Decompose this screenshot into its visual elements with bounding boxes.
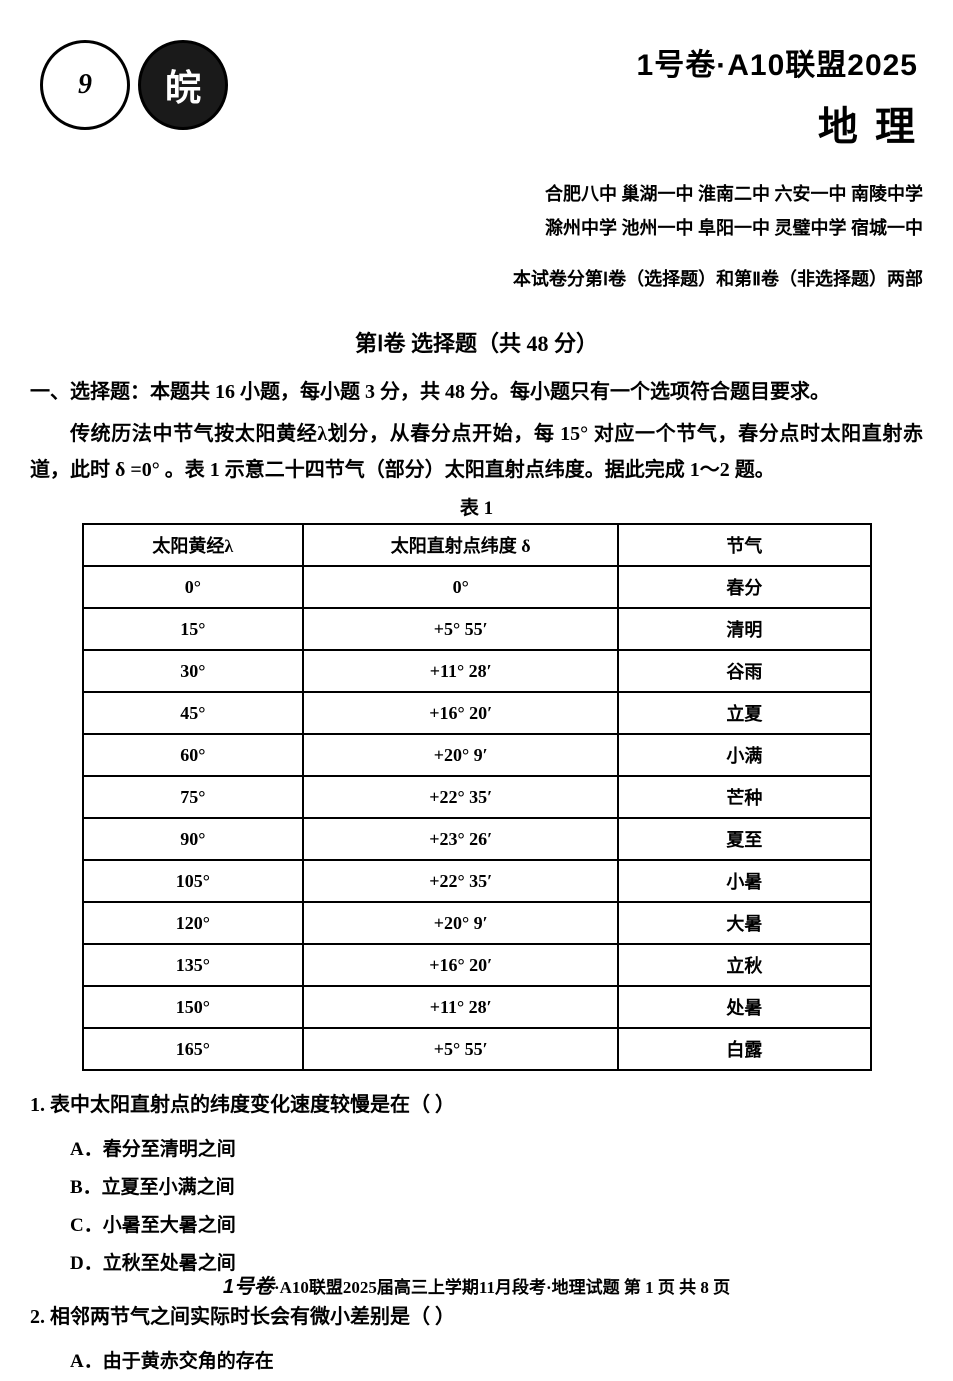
table-cell: 0°: [303, 566, 618, 608]
table-cell: 15°: [83, 608, 304, 650]
logo-2-text: 皖: [165, 59, 201, 111]
table-row: 135°+16° 20′立秋: [83, 944, 871, 986]
question-options: A．由于黄赤交角的存在: [70, 1343, 923, 1381]
table-cell: 75°: [83, 776, 304, 818]
option-item: A．由于黄赤交角的存在: [70, 1343, 923, 1381]
table-row: 0°0°春分: [83, 566, 871, 608]
table-cell: 清明: [618, 608, 870, 650]
question-passage: 传统历法中节气按太阳黄经λ划分，从春分点开始，每 15° 对应一个节气，春分点时…: [30, 416, 923, 488]
table-cell: 立夏: [618, 692, 870, 734]
table-cell: +22° 35′: [303, 776, 618, 818]
table-cell: 135°: [83, 944, 304, 986]
table-row: 45°+16° 20′立夏: [83, 692, 871, 734]
table-cell: 芒种: [618, 776, 870, 818]
exam-parts-note: 本试卷分第Ⅰ卷（选择题）和第Ⅱ卷（非选择题）两部: [30, 265, 923, 291]
table-cell: 90°: [83, 818, 304, 860]
table-row: 30°+11° 28′谷雨: [83, 650, 871, 692]
solar-terms-table: 太阳黄经λ 太阳直射点纬度 δ 节气 0°0°春分15°+5° 55′清明30°…: [82, 523, 872, 1071]
table-cell: 处暑: [618, 986, 870, 1028]
option-item: A．春分至清明之间: [70, 1131, 923, 1169]
logo-1-text: 9: [78, 69, 92, 101]
table-row: 75°+22° 35′芒种: [83, 776, 871, 818]
table-row: 105°+22° 35′小暑: [83, 860, 871, 902]
table-row: 60°+20° 9′小满: [83, 734, 871, 776]
table-cell: 150°: [83, 986, 304, 1028]
table-cell: 120°: [83, 902, 304, 944]
table-cell: 105°: [83, 860, 304, 902]
table-cell: 春分: [618, 566, 870, 608]
option-item: C．小暑至大暑之间: [70, 1207, 923, 1245]
option-item: B．立夏至小满之间: [70, 1169, 923, 1207]
table-cell: +11° 28′: [303, 650, 618, 692]
table-cell: 小暑: [618, 860, 870, 902]
page-footer: 1号卷·A10联盟2025届高三上学期11月段考·地理试题 第 1 页 共 8 …: [0, 1270, 953, 1299]
table-row: 165°+5° 55′白露: [83, 1028, 871, 1070]
table-cell: 白露: [618, 1028, 870, 1070]
section-1-title: 第Ⅰ卷 选择题（共 48 分）: [30, 326, 923, 358]
table-cell: 45°: [83, 692, 304, 734]
schools-line-2: 滁州中学 池州一中 阜阳一中 灵璧中学 宿城一中: [30, 211, 923, 245]
footer-text: ·A10联盟2025届高三上学期11月段考·地理试题 第 1 页 共 8 页: [274, 1278, 730, 1297]
table-cell: 60°: [83, 734, 304, 776]
table-header-col2: 太阳直射点纬度 δ: [303, 524, 618, 566]
table-cell: 小满: [618, 734, 870, 776]
header-logos: 9 皖: [40, 40, 228, 130]
table-cell: +5° 55′: [303, 608, 618, 650]
table-cell: 0°: [83, 566, 304, 608]
table-row: 15°+5° 55′清明: [83, 608, 871, 650]
table-cell: 大暑: [618, 902, 870, 944]
logo-school-1: 9: [40, 40, 130, 130]
table-cell: 立秋: [618, 944, 870, 986]
table-cell: +20° 9′: [303, 734, 618, 776]
question-options: A．春分至清明之间B．立夏至小满之间C．小暑至大暑之间D．立秋至处暑之间: [70, 1131, 923, 1283]
table-cell: 谷雨: [618, 650, 870, 692]
section-instruction: 一、选择题：本题共 16 小题，每小题 3 分，共 48 分。每小题只有一个选项…: [30, 376, 923, 408]
table-cell: +23° 26′: [303, 818, 618, 860]
question-stem: 2. 相邻两节气之间实际时长会有微小差别是（ ）: [30, 1301, 923, 1333]
table-cell: 30°: [83, 650, 304, 692]
table-cell: +11° 28′: [303, 986, 618, 1028]
participating-schools: 合肥八中 巢湖一中 淮南二中 六安一中 南陵中学 滁州中学 池州一中 阜阳一中 …: [30, 177, 923, 245]
table-cell: 165°: [83, 1028, 304, 1070]
table-cell: +20° 9′: [303, 902, 618, 944]
table-caption: 表 1: [30, 493, 923, 520]
table-header-col1: 太阳黄经λ: [83, 524, 304, 566]
table-row: 90°+23° 26′夏至: [83, 818, 871, 860]
schools-line-1: 合肥八中 巢湖一中 淮南二中 六安一中 南陵中学: [30, 177, 923, 211]
table-cell: +5° 55′: [303, 1028, 618, 1070]
table-row: 150°+11° 28′处暑: [83, 986, 871, 1028]
table-cell: +16° 20′: [303, 944, 618, 986]
table-cell: +16° 20′: [303, 692, 618, 734]
table-cell: +22° 35′: [303, 860, 618, 902]
table-row: 120°+20° 9′大暑: [83, 902, 871, 944]
table-header-col3: 节气: [618, 524, 870, 566]
footer-prefix: 1号卷: [223, 1276, 274, 1298]
table-header-row: 太阳黄经λ 太阳直射点纬度 δ 节气: [83, 524, 871, 566]
table-cell: 夏至: [618, 818, 870, 860]
logo-school-2: 皖: [138, 40, 228, 130]
question-stem: 1. 表中太阳直射点的纬度变化速度较慢是在（ ）: [30, 1089, 923, 1121]
